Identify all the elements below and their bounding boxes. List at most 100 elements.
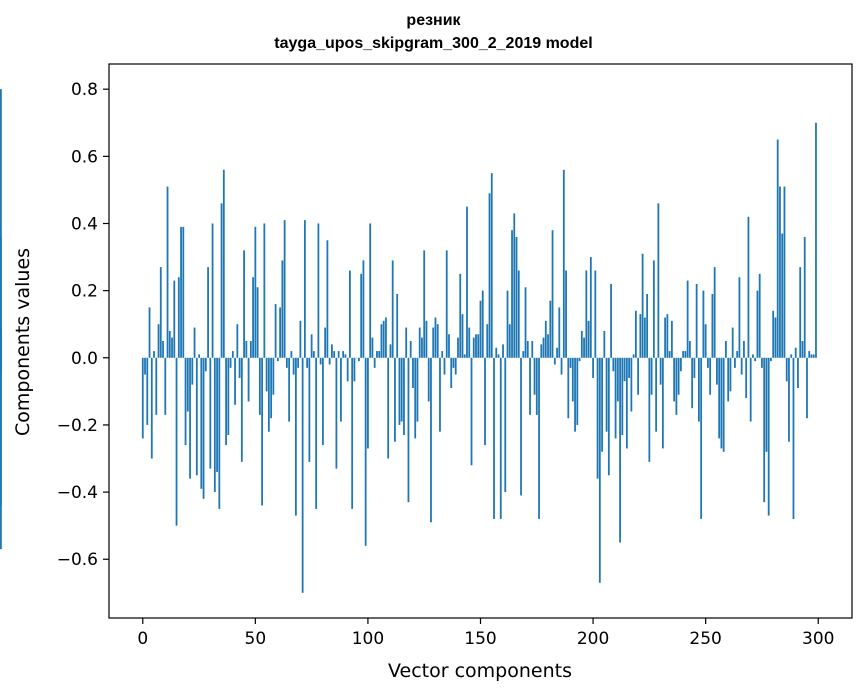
bar <box>686 280 689 358</box>
bar <box>646 293 649 358</box>
bar <box>515 236 518 358</box>
bar <box>173 280 176 358</box>
bar <box>389 344 392 358</box>
bar <box>758 273 761 358</box>
bar <box>529 357 531 415</box>
bar <box>454 357 457 375</box>
bar <box>340 357 342 422</box>
bar <box>664 317 667 358</box>
bar <box>673 357 676 402</box>
bar <box>592 357 594 378</box>
bar <box>229 357 232 368</box>
bar <box>565 270 567 358</box>
bar <box>776 139 779 358</box>
bar <box>657 203 660 358</box>
bar <box>225 357 227 446</box>
bar <box>596 357 599 479</box>
bar <box>767 357 770 516</box>
bar <box>144 357 146 375</box>
bar <box>186 357 189 412</box>
bar <box>358 357 360 362</box>
bar <box>380 324 383 358</box>
bar <box>594 270 597 358</box>
bar <box>265 357 268 392</box>
y-axis-label: Components values <box>12 248 34 436</box>
bar <box>441 351 444 358</box>
bar <box>797 357 799 389</box>
bar <box>526 341 529 358</box>
bar <box>207 267 209 358</box>
bar <box>162 341 164 358</box>
bar <box>752 354 754 358</box>
x-tick-label: 50 <box>245 629 267 649</box>
bar <box>362 260 365 358</box>
bar <box>211 223 214 358</box>
bar <box>616 357 619 402</box>
bar <box>448 334 450 358</box>
bar <box>781 233 784 358</box>
bar <box>472 337 475 358</box>
bar <box>369 223 372 358</box>
bar <box>511 230 513 358</box>
bar <box>709 357 712 395</box>
bar <box>765 357 768 452</box>
bar <box>556 347 558 358</box>
x-axis-label: Vector components <box>388 660 572 682</box>
bar <box>540 344 543 358</box>
bar <box>513 213 516 358</box>
bar <box>632 354 635 358</box>
bar <box>693 357 696 378</box>
bar <box>200 357 203 489</box>
bar <box>589 257 592 358</box>
bar <box>585 270 588 358</box>
bar <box>263 223 266 358</box>
bar <box>252 277 254 358</box>
bar <box>652 260 655 358</box>
bar <box>349 270 351 358</box>
bar <box>288 357 291 422</box>
bar <box>213 357 216 493</box>
bar <box>184 357 187 446</box>
bar <box>308 357 311 462</box>
bar <box>191 357 194 385</box>
bar <box>630 357 633 412</box>
bar <box>353 357 356 382</box>
bar <box>691 357 694 409</box>
bar <box>493 357 495 519</box>
bar <box>216 357 218 472</box>
bar <box>625 357 628 449</box>
bar <box>418 327 421 358</box>
bar <box>209 357 212 469</box>
bar <box>373 357 376 368</box>
bar <box>450 357 453 389</box>
bar <box>279 307 282 358</box>
bar <box>754 357 757 362</box>
bar <box>614 357 617 439</box>
bar <box>747 216 750 358</box>
bar <box>648 357 651 462</box>
bar <box>405 327 408 358</box>
bar <box>301 357 304 593</box>
bar <box>815 122 817 358</box>
y-tick-label: 0.4 <box>71 214 98 234</box>
bar <box>164 357 167 415</box>
bar <box>661 357 664 449</box>
bar <box>159 267 162 358</box>
bar <box>659 357 662 385</box>
bar <box>601 357 603 452</box>
bar <box>688 341 691 358</box>
bar <box>562 169 565 358</box>
bar <box>267 357 270 432</box>
bar <box>317 223 320 358</box>
bar <box>734 357 736 368</box>
bar <box>177 277 180 358</box>
bar <box>436 324 439 358</box>
bar <box>745 357 748 399</box>
bar <box>371 337 374 358</box>
y-tick-label: −0.4 <box>57 483 98 503</box>
chart-title: резник <box>406 12 461 29</box>
bar <box>245 341 248 358</box>
bar <box>166 186 169 358</box>
bar <box>0 357 2 550</box>
